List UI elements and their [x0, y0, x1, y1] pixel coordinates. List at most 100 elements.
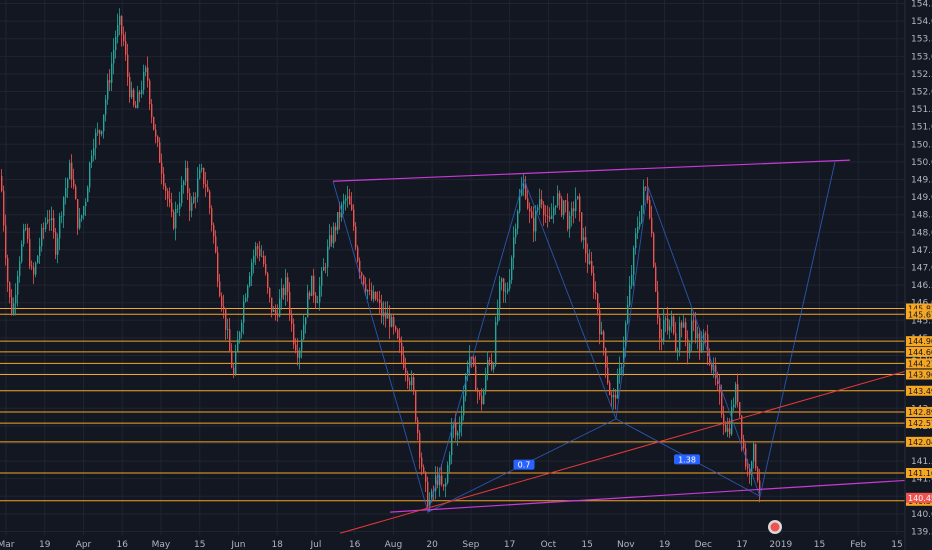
candle-body — [573, 208, 575, 212]
y-tick-label: 151.500 — [911, 105, 932, 115]
candle-body — [743, 439, 745, 449]
chain-link-icon-inner — [770, 522, 780, 532]
candle-body — [539, 199, 541, 208]
candle-body — [541, 199, 543, 205]
candle-body — [235, 351, 237, 375]
candle-body — [39, 246, 41, 257]
candle-body — [509, 279, 511, 289]
candle-body — [255, 246, 257, 256]
candle-body — [427, 481, 429, 507]
candle-body — [513, 237, 515, 258]
candle-body — [591, 260, 593, 273]
candle-body — [181, 184, 183, 204]
candle-body — [549, 216, 551, 219]
candle-body — [329, 235, 331, 247]
price-level-tag — [906, 358, 932, 369]
candle-body — [439, 475, 441, 485]
candle-body — [403, 355, 405, 368]
candle-body — [121, 16, 123, 35]
candle-body — [275, 309, 277, 314]
candle-body — [545, 215, 547, 217]
candle-body — [323, 266, 325, 271]
candle-body — [623, 347, 625, 368]
candle-body — [689, 343, 691, 354]
candle-body — [111, 63, 113, 83]
candle-body — [415, 391, 417, 421]
y-tick-label: 151.000 — [911, 123, 932, 133]
candle-body — [677, 350, 679, 352]
candle-body — [381, 302, 383, 317]
candle-body — [633, 248, 635, 275]
candle-body — [59, 216, 61, 239]
candle-body — [515, 228, 517, 238]
drawings: 0.7 1.38 — [332, 159, 906, 534]
candle-body — [395, 326, 397, 330]
candle-body — [527, 198, 529, 209]
candle-body — [171, 202, 173, 213]
candle-body — [29, 239, 31, 267]
candle-body — [309, 292, 311, 296]
price-level-label: 141.161 — [908, 469, 932, 478]
candle-body — [237, 339, 239, 352]
candle-body — [739, 402, 741, 416]
candle-body — [495, 321, 497, 365]
candle-body — [665, 318, 667, 320]
candle-body — [313, 275, 315, 296]
pattern-line — [427, 418, 761, 513]
candle-body — [263, 255, 265, 265]
candle-body — [653, 233, 655, 267]
candle-body — [489, 360, 491, 362]
candle-body — [303, 324, 305, 339]
candle-body — [535, 209, 537, 232]
x-tick-label: Dec — [695, 540, 712, 550]
candle-body — [251, 262, 253, 277]
y-tick-label: 148.500 — [911, 211, 932, 221]
candle-body — [641, 205, 643, 223]
candle-body — [177, 208, 179, 210]
candle-body — [73, 179, 75, 187]
time-axis[interactable]: Mar 19 Apr 16 May 15 Jun 18 Jul 16 Aug 20 Sep 17 Oct 15… — [0, 540, 903, 550]
price-axis[interactable]: 154.500 154.000 153.500 153.000 152.500 152.0… — [904, 0, 932, 550]
price-level-label: 142.579 — [908, 419, 932, 428]
x-tick-label: May — [152, 540, 171, 550]
candle-body — [737, 384, 739, 403]
candle-body — [141, 89, 143, 95]
candle-body — [467, 366, 469, 377]
candle-body — [179, 203, 181, 209]
candle-body — [197, 178, 199, 197]
candle-body — [619, 367, 621, 375]
candle-body — [103, 114, 105, 132]
candle-body — [363, 275, 365, 285]
candle-body — [487, 360, 489, 374]
candle-body — [283, 288, 285, 296]
candle-body — [343, 200, 345, 205]
candle-body — [321, 270, 323, 286]
candle-body — [685, 322, 687, 340]
candle-body — [615, 394, 617, 399]
candle-body — [485, 373, 487, 392]
candle-body — [239, 332, 241, 340]
candle-body — [169, 199, 171, 203]
candle-body — [257, 246, 259, 249]
x-tick-label: 17 — [736, 540, 747, 550]
candle-body — [405, 367, 407, 374]
candle-body — [19, 261, 21, 276]
candle-body — [699, 333, 701, 353]
candle-body — [473, 357, 475, 366]
candle-body — [401, 342, 403, 356]
candle-body — [409, 381, 411, 386]
candle-body — [645, 186, 647, 188]
candle-body — [491, 361, 493, 370]
candle-body — [553, 207, 555, 216]
candle-body — [133, 89, 135, 105]
candle-body — [571, 208, 573, 216]
candle-body — [43, 227, 45, 229]
candle-body — [333, 226, 335, 244]
candle-body — [81, 215, 83, 219]
candle-body — [531, 211, 533, 218]
y-tick-label: 150.500 — [911, 140, 932, 150]
candle-body — [481, 395, 483, 405]
candle-body — [279, 298, 281, 317]
candle-body — [725, 424, 727, 432]
